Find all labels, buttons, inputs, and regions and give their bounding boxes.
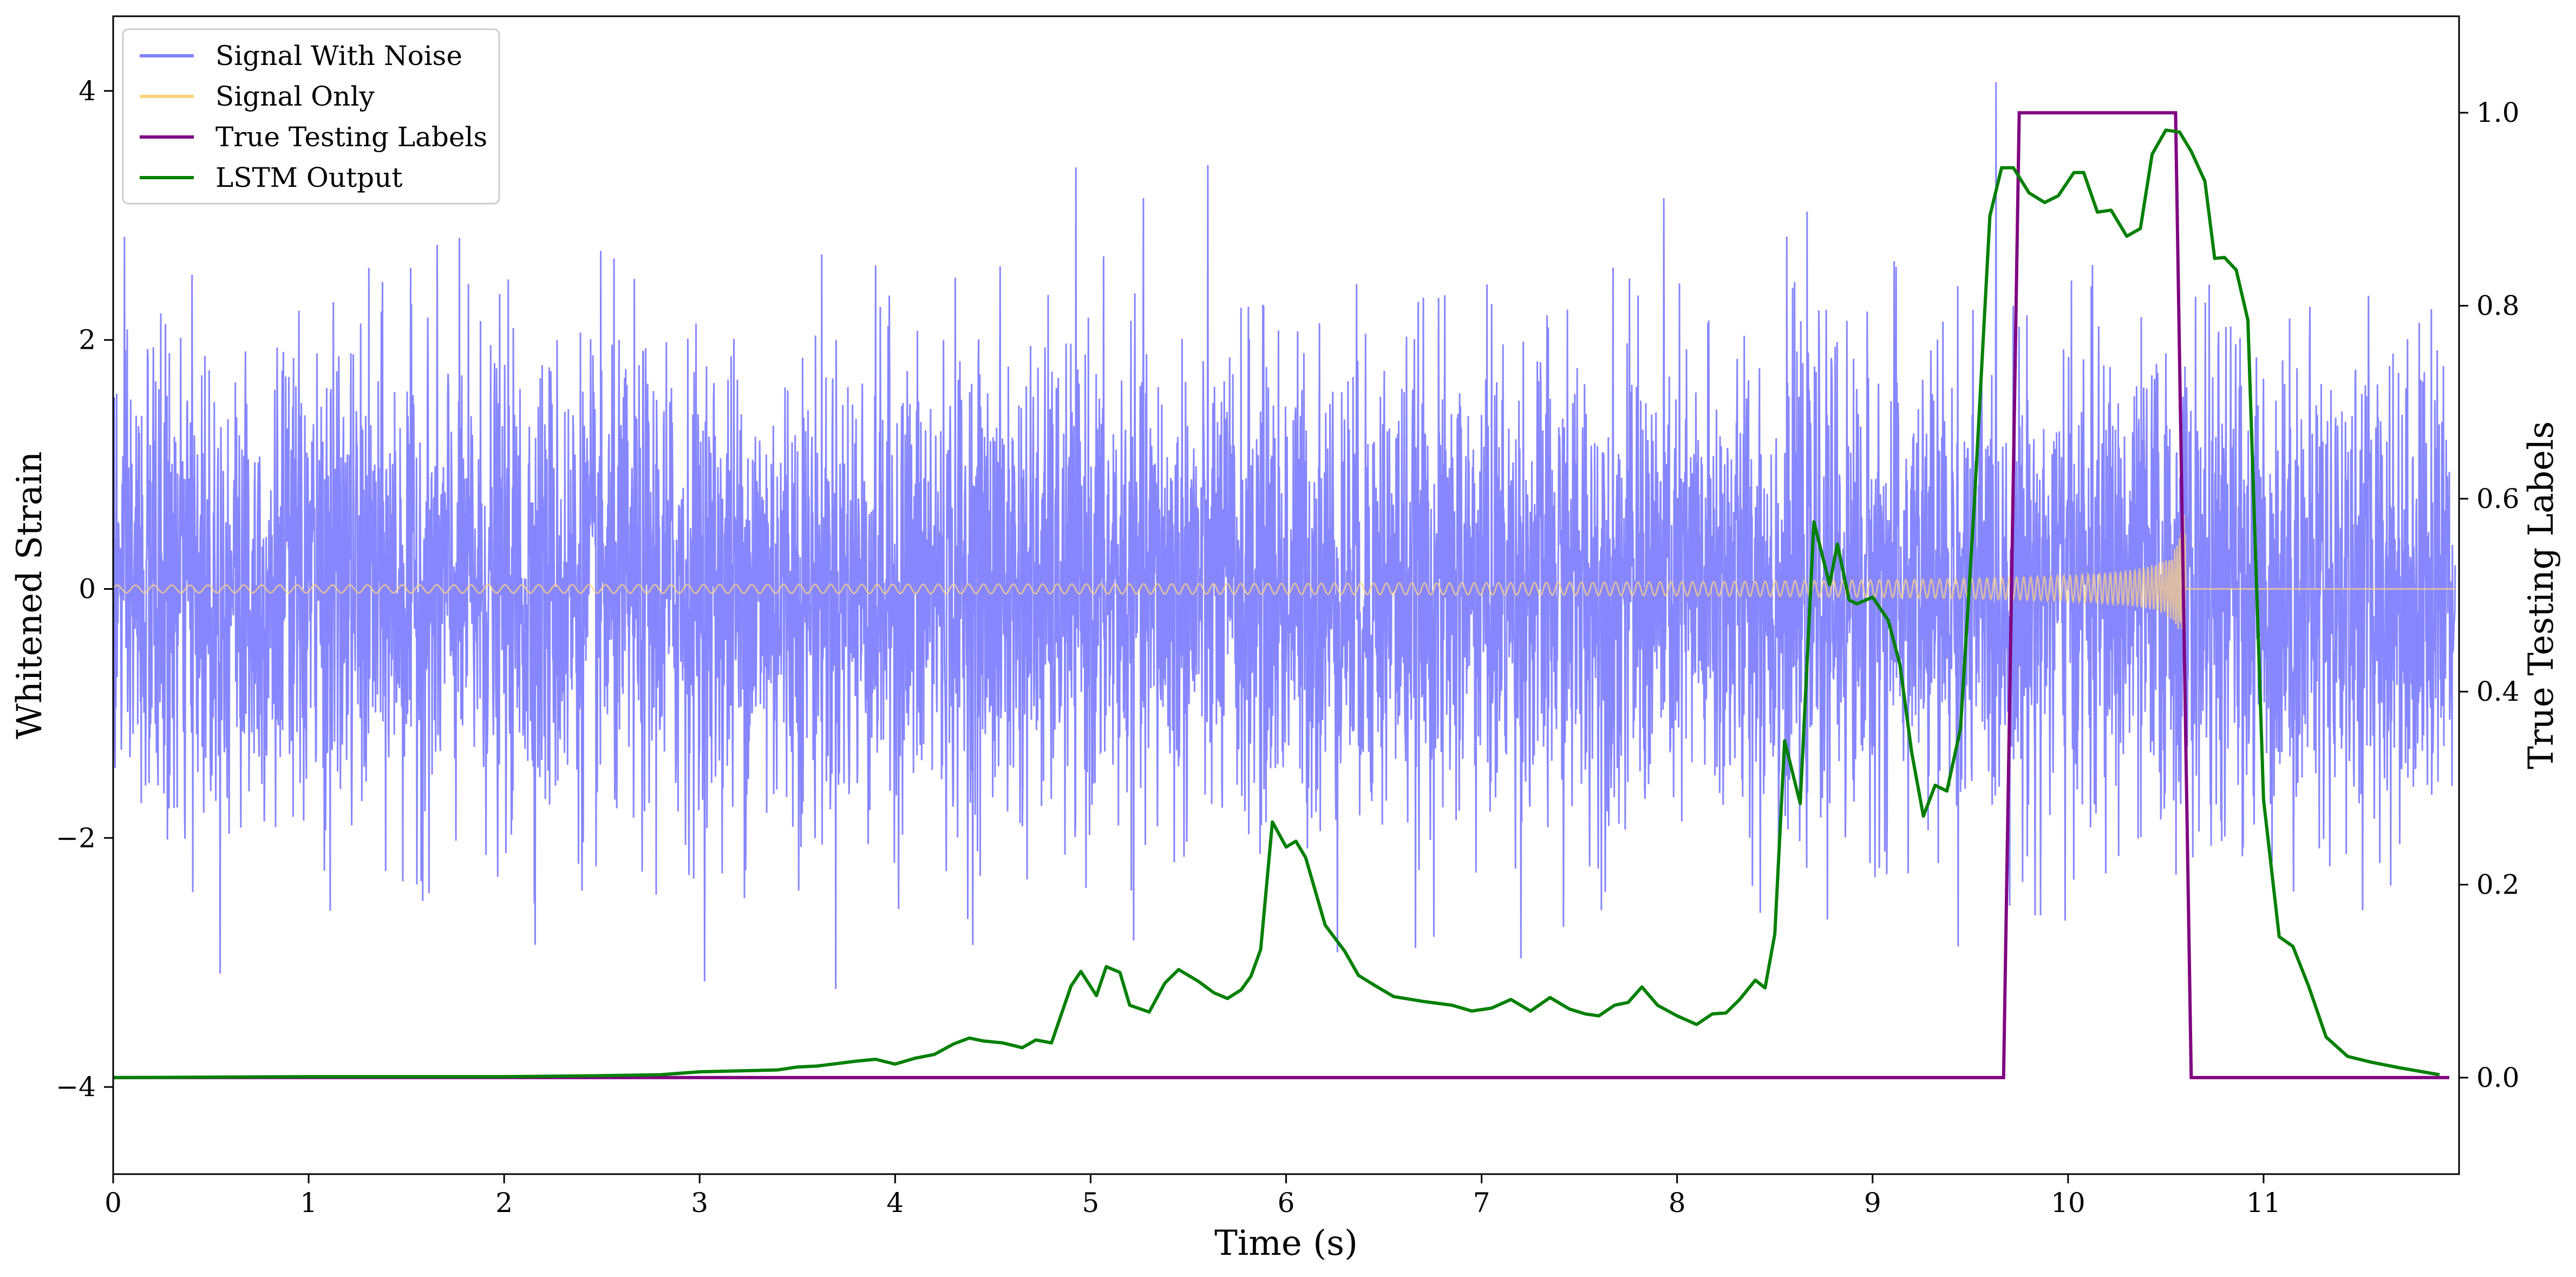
x-tick-label: 7 — [1473, 1187, 1490, 1219]
x-tick-label: 10 — [2051, 1187, 2085, 1219]
legend-label-signal-with-noise: Signal With Noise — [215, 40, 462, 71]
x-tick-label: 8 — [1669, 1187, 1686, 1219]
legend-label-lstm-output: LSTM Output — [215, 162, 402, 193]
x-tick-label: 6 — [1278, 1187, 1295, 1219]
y-right-tick-label: 0.0 — [2476, 1062, 2520, 1093]
x-tick-label: 5 — [1082, 1187, 1100, 1219]
x-tick-label: 4 — [886, 1187, 904, 1219]
y-left-tick-label: −2 — [56, 822, 96, 853]
y-right-tick-label: 0.8 — [2476, 290, 2520, 322]
y-right-tick-label: 1.0 — [2476, 97, 2520, 128]
signal-with-noise-series — [113, 82, 2456, 989]
lstm-output-series — [113, 128, 2440, 1079]
signal-only-series — [113, 512, 2455, 681]
lstm-output-line — [113, 128, 2440, 1079]
y-right-tick-label: 0.6 — [2476, 483, 2520, 514]
x-tick-label: 0 — [104, 1187, 122, 1219]
signal-with-noise-line — [113, 82, 2456, 989]
y-left-tick-label: −4 — [56, 1071, 96, 1103]
true-testing-labels-line — [113, 111, 2449, 1079]
legend-label-true-testing-labels: True Testing Labels — [215, 121, 487, 153]
y-left-tick-label: 0 — [79, 574, 96, 605]
x-tick-label: 2 — [495, 1187, 513, 1219]
x-axis-label: Time (s) — [1214, 1223, 1358, 1263]
legend: Signal With Noise Signal Only True Testi… — [122, 28, 500, 205]
x-tick-label: 3 — [691, 1187, 708, 1219]
signal-only-line — [113, 512, 2455, 681]
y-right-tick-label: 0.4 — [2476, 676, 2520, 707]
true-testing-labels-series — [113, 111, 2449, 1079]
y-right-tick-label: 0.2 — [2476, 869, 2520, 901]
y-left-tick-label: 2 — [79, 324, 96, 356]
y-axis-left-label: Whitened Strain — [10, 451, 50, 739]
legend-box — [122, 28, 500, 205]
x-tick-label: 1 — [300, 1187, 317, 1219]
axis-ticks: 0 1 2 3 4 5 6 7 8 9 10 11 −4 −2 0 2 4 0.0 0.2 0.4 0.6 0.8 1.0 — [56, 75, 2519, 1219]
y-axis-right-label: True Testing Labels — [2521, 421, 2561, 770]
y-left-tick-label: 4 — [79, 75, 96, 107]
legend-label-signal-only: Signal Only — [215, 81, 375, 112]
x-tick-label: 11 — [2246, 1187, 2281, 1219]
x-tick-label: 9 — [1864, 1187, 1881, 1219]
